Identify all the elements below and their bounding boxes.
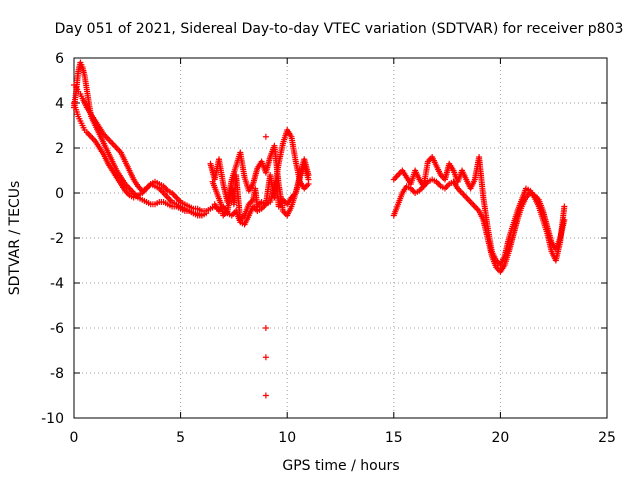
y-tick-label: -2 bbox=[50, 231, 64, 247]
data-point bbox=[305, 176, 312, 183]
x-tick-label: 0 bbox=[70, 430, 79, 446]
data-points bbox=[71, 59, 568, 399]
y-tick-label: -6 bbox=[50, 321, 64, 337]
series-trace-f bbox=[207, 142, 312, 219]
y-tick-label: 0 bbox=[55, 186, 64, 202]
series-trace-h bbox=[390, 154, 568, 268]
y-axis-label: SDTVAR / TECUs bbox=[7, 181, 23, 296]
series-trace-e bbox=[211, 127, 312, 228]
x-tick-label: 5 bbox=[176, 430, 185, 446]
y-tick-label: 2 bbox=[55, 141, 64, 157]
y-tick-label: -10 bbox=[41, 411, 64, 427]
series-outliers bbox=[262, 133, 269, 399]
data-point bbox=[561, 203, 568, 210]
x-axis-label: GPS time / hours bbox=[282, 458, 399, 474]
y-tick-label: 6 bbox=[55, 51, 64, 67]
data-point bbox=[262, 392, 269, 399]
data-point bbox=[262, 354, 269, 361]
data-point bbox=[262, 133, 269, 140]
grid bbox=[74, 58, 607, 418]
x-tick-label: 25 bbox=[598, 430, 616, 446]
data-point bbox=[262, 325, 269, 331]
plot-frame bbox=[73, 57, 608, 419]
series-trace-b bbox=[71, 82, 218, 214]
axis-ticks: 0 5 10 15 20 25 -10 -8 -6 -4 -2 0 2 4 6 bbox=[41, 51, 616, 446]
x-tick-label: 10 bbox=[278, 430, 296, 446]
y-tick-label: -8 bbox=[50, 366, 64, 382]
data-point bbox=[198, 212, 205, 219]
chart-title: Day 051 of 2021, Sidereal Day-to-day VTE… bbox=[55, 21, 624, 37]
series-trace-g bbox=[390, 176, 568, 275]
y-tick-label: 4 bbox=[55, 96, 64, 112]
y-tick-label: -4 bbox=[50, 276, 64, 292]
x-tick-label: 15 bbox=[385, 430, 403, 446]
series-trace-c bbox=[71, 59, 205, 219]
x-tick-label: 20 bbox=[491, 430, 509, 446]
